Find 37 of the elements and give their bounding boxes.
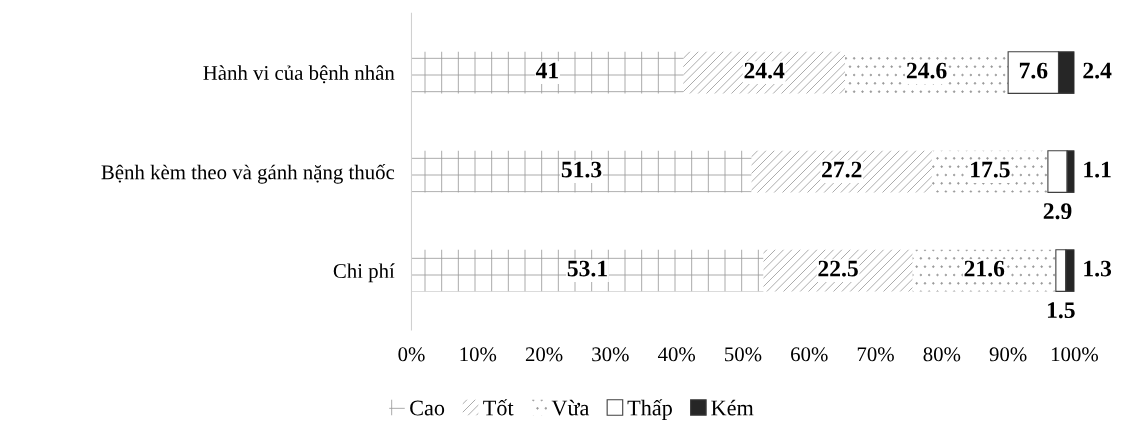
data-label: 21.6	[964, 260, 1005, 277]
data-label: 2.4	[1083, 62, 1112, 79]
x-tick-label: 20%	[525, 347, 563, 362]
bar	[411, 249, 764, 292]
legend-label: Cao	[410, 400, 445, 416]
data-label: 1.3	[1084, 260, 1112, 277]
data-label: 1.5	[1047, 302, 1075, 319]
x-tick-label: 60%	[791, 347, 828, 362]
legend-label: Thấp	[627, 399, 672, 420]
x-tick-label: 50%	[725, 347, 762, 362]
data-label: 2.9	[1043, 203, 1072, 220]
data-label: 17.5	[971, 161, 1010, 178]
y-tick-label: Chi phí	[333, 263, 395, 283]
legend-label: Vừa	[551, 399, 590, 416]
x-tick-label: 100%	[1051, 347, 1099, 362]
data-label: 53.1	[567, 260, 607, 277]
legend-label: Tốt	[483, 399, 514, 416]
bar	[411, 150, 752, 193]
data-label: 1.1	[1084, 161, 1111, 178]
y-tick-label: Bệnh kèm theo và gánh nặng thuốc	[101, 164, 395, 184]
data-label: 24.4	[744, 62, 785, 79]
data-label: 27.2	[822, 161, 862, 178]
data-label: 22.5	[818, 260, 858, 277]
x-tick-label: 0%	[398, 347, 425, 362]
data-label: 7.6	[1019, 62, 1048, 79]
x-tick-label: 40%	[657, 347, 696, 362]
x-tick-label: 90%	[989, 347, 1027, 362]
bar	[411, 51, 684, 94]
x-tick-label: 70%	[857, 347, 894, 362]
y-tick-label: Hành vi của bệnh nhân	[203, 65, 395, 84]
x-tick-label: 80%	[923, 347, 961, 362]
x-tick-label: 10%	[460, 347, 497, 362]
data-label: 51.3	[561, 161, 602, 178]
legend-label: Kém	[711, 399, 754, 416]
data-label: 24.6	[906, 62, 947, 79]
x-tick-label: 30%	[592, 347, 629, 362]
data-label: 41	[535, 62, 558, 79]
